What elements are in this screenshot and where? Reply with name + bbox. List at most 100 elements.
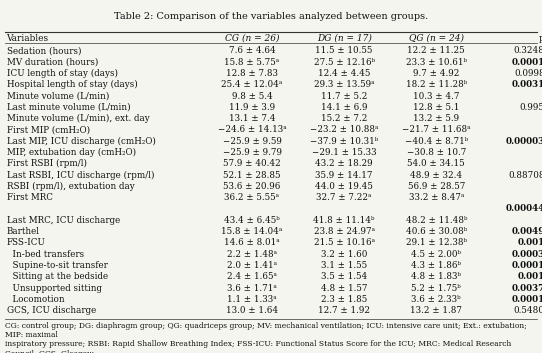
Text: CG: control group; DG: diaphragm group; QG: quadriceps group; MV: mechanical ven: CG: control group; DG: diaphragm group; … [5, 322, 527, 353]
Text: ICU length of stay (days): ICU length of stay (days) [7, 69, 118, 78]
Text: 4.5 ± 2.00ᵇ: 4.5 ± 2.00ᵇ [411, 250, 461, 259]
Text: 35.9 ± 14.17: 35.9 ± 14.17 [315, 170, 373, 180]
Text: Hospital length of stay (days): Hospital length of stay (days) [7, 80, 137, 89]
Text: 0.0031: 0.0031 [512, 80, 542, 89]
Text: Last minute volume (L/min): Last minute volume (L/min) [7, 103, 130, 112]
Text: −40.4 ± 8.71ᵇ: −40.4 ± 8.71ᵇ [405, 137, 468, 146]
Text: 1.1 ± 1.33ᵃ: 1.1 ± 1.33ᵃ [227, 295, 277, 304]
Text: −30.8 ± 10.7: −30.8 ± 10.7 [406, 148, 466, 157]
Text: 33.2 ± 8.47ᵃ: 33.2 ± 8.47ᵃ [409, 193, 464, 202]
Text: 14.6 ± 8.01ᵃ: 14.6 ± 8.01ᵃ [224, 238, 280, 247]
Text: Variables: Variables [7, 34, 49, 43]
Text: 21.5 ± 10.16ᵃ: 21.5 ± 10.16ᵃ [314, 238, 375, 247]
Text: 13.2 ± 1.87: 13.2 ± 1.87 [410, 306, 462, 315]
Text: −29.1 ± 15.33: −29.1 ± 15.33 [312, 148, 377, 157]
Text: 41.8 ± 11.14ᵇ: 41.8 ± 11.14ᵇ [313, 216, 375, 225]
Text: 0.0037: 0.0037 [512, 283, 542, 293]
Text: 3.5 ± 1.54: 3.5 ± 1.54 [321, 272, 367, 281]
Text: 3.1 ± 1.55: 3.1 ± 1.55 [321, 261, 367, 270]
Text: 5.2 ± 1.75ᵇ: 5.2 ± 1.75ᵇ [411, 283, 461, 293]
Text: 9.7 ± 4.92: 9.7 ± 4.92 [413, 69, 460, 78]
Text: 3.2 ± 1.60: 3.2 ± 1.60 [321, 250, 367, 259]
Text: 3.6 ± 2.33ᵇ: 3.6 ± 2.33ᵇ [411, 295, 461, 304]
Text: 4.3 ± 1.86ᵇ: 4.3 ± 1.86ᵇ [411, 261, 461, 270]
Text: −21.7 ± 11.68ᵃ: −21.7 ± 11.68ᵃ [402, 125, 470, 134]
Text: 2.0 ± 1.41ᵃ: 2.0 ± 1.41ᵃ [227, 261, 277, 270]
Text: CG (n = 26): CG (n = 26) [225, 34, 279, 43]
Text: 7.6 ± 4.64: 7.6 ± 4.64 [229, 46, 275, 55]
Text: 23.3 ± 10.61ᵇ: 23.3 ± 10.61ᵇ [406, 58, 467, 67]
Text: 43.4 ± 6.45ᵇ: 43.4 ± 6.45ᵇ [224, 216, 280, 225]
Text: 13.2 ± 5.9: 13.2 ± 5.9 [413, 114, 460, 123]
Text: 9.8 ± 5.4: 9.8 ± 5.4 [231, 91, 273, 101]
Text: Table 2: Comparison of the variables analyzed between groups.: Table 2: Comparison of the variables ana… [114, 12, 428, 21]
Text: 4.8 ± 1.83ᵇ: 4.8 ± 1.83ᵇ [411, 272, 461, 281]
Text: 12.7 ± 1.92: 12.7 ± 1.92 [318, 306, 370, 315]
Text: 2.3 ± 1.85: 2.3 ± 1.85 [321, 295, 367, 304]
Text: Sedation (hours): Sedation (hours) [7, 46, 81, 55]
Text: 13.0 ± 1.64: 13.0 ± 1.64 [226, 306, 278, 315]
Text: RSBI (rpm/l), extubation day: RSBI (rpm/l), extubation day [7, 182, 134, 191]
Text: 12.8 ± 7.83: 12.8 ± 7.83 [226, 69, 278, 78]
Text: GCS, ICU discharge: GCS, ICU discharge [7, 306, 96, 315]
Text: MV duration (hours): MV duration (hours) [7, 58, 98, 67]
Text: 25.4 ± 12.04ᵃ: 25.4 ± 12.04ᵃ [221, 80, 283, 89]
Text: 3.6 ± 1.71ᵃ: 3.6 ± 1.71ᵃ [227, 283, 277, 293]
Text: −37.9 ± 10.31ᵇ: −37.9 ± 10.31ᵇ [310, 137, 378, 146]
Text: MIP, extubation day (cmH₂O): MIP, extubation day (cmH₂O) [7, 148, 135, 157]
Text: −25.9 ± 9.79: −25.9 ± 9.79 [223, 148, 281, 157]
Text: 0.00044: 0.00044 [505, 204, 542, 214]
Text: 29.1 ± 12.38ᵇ: 29.1 ± 12.38ᵇ [406, 238, 467, 247]
Text: 14.1 ± 6.9: 14.1 ± 6.9 [321, 103, 367, 112]
Text: DG (n = 17): DG (n = 17) [317, 34, 372, 43]
Text: 15.8 ± 14.04ᵃ: 15.8 ± 14.04ᵃ [221, 227, 283, 236]
Text: Barthel: Barthel [7, 227, 40, 236]
Text: 15.8 ± 5.75ᵃ: 15.8 ± 5.75ᵃ [224, 58, 280, 67]
Text: 0.0001: 0.0001 [512, 295, 542, 304]
Text: 2.4 ± 1.65ᵃ: 2.4 ± 1.65ᵃ [227, 272, 277, 281]
Text: 0.0003: 0.0003 [512, 250, 542, 259]
Text: 0.001: 0.001 [518, 238, 542, 247]
Text: 11.9 ± 3.9: 11.9 ± 3.9 [229, 103, 275, 112]
Text: Minute volume (L/min), ext. day: Minute volume (L/min), ext. day [7, 114, 149, 123]
Text: 32.7 ± 7.22ᵃ: 32.7 ± 7.22ᵃ [317, 193, 372, 202]
Text: 0.995: 0.995 [520, 103, 542, 112]
Text: In-bed transfers: In-bed transfers [7, 250, 83, 259]
Text: 23.8 ± 24.97ᵃ: 23.8 ± 24.97ᵃ [314, 227, 375, 236]
Text: 56.9 ± 28.57: 56.9 ± 28.57 [408, 182, 465, 191]
Text: 0.0998: 0.0998 [514, 69, 542, 78]
Text: Last MIP, ICU discharge (cmH₂O): Last MIP, ICU discharge (cmH₂O) [7, 137, 156, 146]
Text: −25.9 ± 9.59: −25.9 ± 9.59 [223, 137, 281, 146]
Text: Minute volume (L/min): Minute volume (L/min) [7, 91, 109, 101]
Text: Last RSBI, ICU discharge (rpm/l): Last RSBI, ICU discharge (rpm/l) [7, 170, 154, 180]
Text: 0.5480: 0.5480 [514, 306, 542, 315]
Text: 18.2 ± 11.28ᵇ: 18.2 ± 11.28ᵇ [405, 80, 467, 89]
Text: 0.001: 0.001 [518, 272, 542, 281]
Text: 4.8 ± 1.57: 4.8 ± 1.57 [321, 283, 367, 293]
Text: Unsupported sitting: Unsupported sitting [7, 283, 101, 293]
Text: 2.2 ± 1.48ᵃ: 2.2 ± 1.48ᵃ [227, 250, 277, 259]
Text: 0.3248: 0.3248 [514, 46, 542, 55]
Text: First MIP (cmH₂O): First MIP (cmH₂O) [7, 125, 89, 134]
Text: 44.0 ± 19.45: 44.0 ± 19.45 [315, 182, 373, 191]
Text: First MRC: First MRC [7, 193, 53, 202]
Text: 13.1 ± 7.4: 13.1 ± 7.4 [229, 114, 275, 123]
Text: QG (n = 24): QG (n = 24) [409, 34, 464, 43]
Text: 0.0001: 0.0001 [512, 261, 542, 270]
Text: 52.1 ± 28.85: 52.1 ± 28.85 [223, 170, 281, 180]
Text: 54.0 ± 34.15: 54.0 ± 34.15 [408, 159, 465, 168]
Text: Last MRC, ICU discharge: Last MRC, ICU discharge [7, 216, 120, 225]
Text: Locomotion: Locomotion [7, 295, 64, 304]
Text: 12.2 ± 11.25: 12.2 ± 11.25 [408, 46, 465, 55]
Text: 11.7 ± 5.2: 11.7 ± 5.2 [321, 91, 367, 101]
Text: Supine-to-sit transfer: Supine-to-sit transfer [7, 261, 107, 270]
Text: −23.2 ± 10.88ᵃ: −23.2 ± 10.88ᵃ [310, 125, 378, 134]
Text: 12.8 ± 5.1: 12.8 ± 5.1 [413, 103, 460, 112]
Text: 12.4 ± 4.45: 12.4 ± 4.45 [318, 69, 370, 78]
Text: 48.2 ± 11.48ᵇ: 48.2 ± 11.48ᵇ [405, 216, 467, 225]
Text: 0.88708: 0.88708 [508, 170, 542, 180]
Text: FSS-ICU: FSS-ICU [7, 238, 46, 247]
Text: 29.3 ± 13.59ᵃ: 29.3 ± 13.59ᵃ [314, 80, 375, 89]
Text: 53.6 ± 20.96: 53.6 ± 20.96 [223, 182, 281, 191]
Text: 15.2 ± 7.2: 15.2 ± 7.2 [321, 114, 367, 123]
